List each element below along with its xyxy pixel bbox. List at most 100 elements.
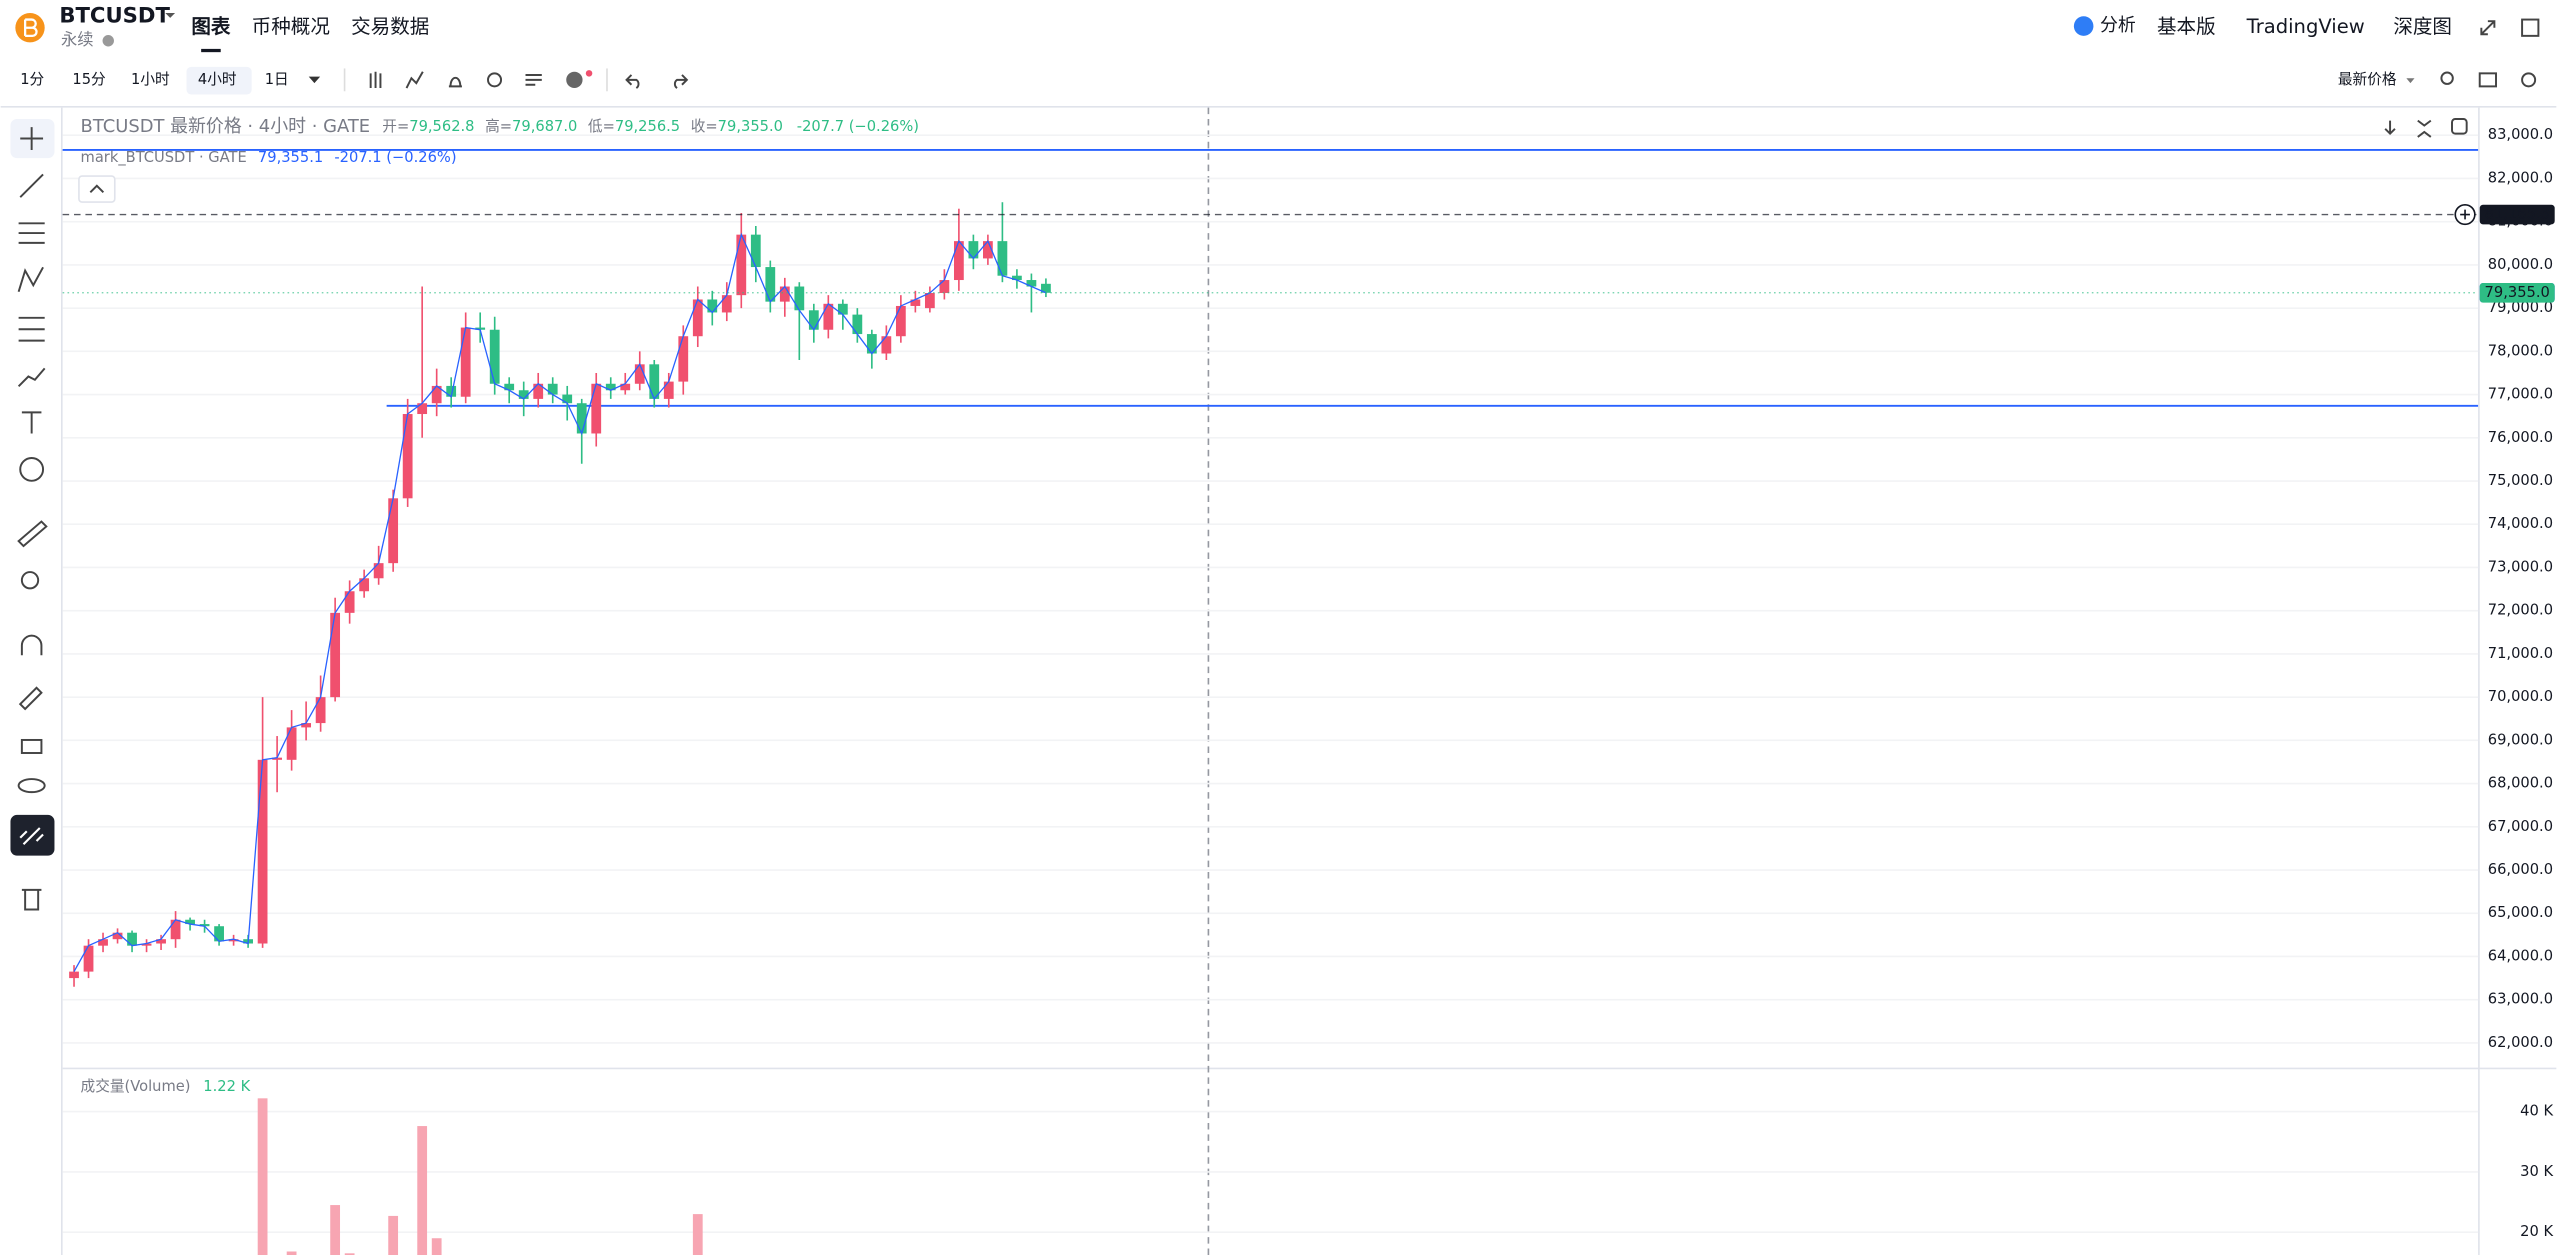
interval[interactable]: 1分 — [20, 71, 44, 88]
volume-bar — [330, 1205, 341, 1255]
analysis-icon — [2073, 16, 2094, 36]
header-link[interactable]: 基本版 — [2157, 15, 2216, 38]
candle-body — [895, 305, 906, 337]
candle-body — [489, 329, 500, 384]
collapse-button[interactable] — [78, 175, 116, 203]
candle-body — [591, 383, 602, 434]
pane-down-icon[interactable] — [2384, 120, 2396, 136]
price-label-bg — [2479, 204, 2555, 225]
candle-body — [808, 310, 819, 330]
candle-body — [446, 385, 457, 397]
visibility-tool[interactable] — [17, 778, 46, 794]
symbol[interactable]: BTCUSDT — [59, 2, 170, 27]
lock-tool[interactable] — [20, 738, 43, 754]
volume-legend: 成交量(Volume) 1.22 K — [81, 1077, 251, 1095]
y-tick-label: 62,000.0 — [2488, 1034, 2553, 1051]
tab[interactable]: 图表 — [191, 15, 231, 38]
crosshair-add-icon — [2460, 209, 2470, 220]
plot — [62, 148, 2479, 1255]
magnet-tool[interactable] — [20, 634, 43, 656]
emoji-tool[interactable] — [19, 457, 45, 482]
interval[interactable]: 1日 — [265, 71, 289, 88]
y-tick-label: 65,000.0 — [2488, 904, 2553, 921]
interval-active-bg — [186, 66, 252, 95]
candle-body — [605, 383, 616, 391]
symbol-dropdown[interactable] — [165, 13, 176, 18]
replay-icon[interactable] — [487, 72, 503, 88]
delete-tool[interactable] — [21, 888, 42, 911]
legend-label: 开= — [382, 118, 409, 135]
volume-bar — [417, 1126, 428, 1255]
price-label-bg — [2479, 283, 2555, 303]
candle-body — [518, 390, 529, 399]
price-type[interactable]: 最新价格 — [2338, 71, 2397, 88]
candle-body — [823, 303, 834, 330]
y-tick-label: 83,000.0 — [2488, 126, 2553, 143]
candle-body — [170, 919, 181, 940]
redo-icon[interactable] — [673, 74, 689, 89]
trendline-tool[interactable] — [19, 173, 44, 198]
pattern-tool[interactable] — [17, 266, 44, 293]
header-link[interactable]: 分析 — [2100, 15, 2136, 36]
header-link[interactable]: TradingView — [2246, 15, 2365, 38]
candle-body — [620, 383, 631, 391]
fib-tool[interactable] — [18, 222, 45, 244]
candle-body — [417, 403, 428, 415]
candle-body — [286, 727, 297, 760]
interval[interactable]: 4小时 — [198, 71, 237, 88]
settings-icon[interactable] — [2521, 72, 2537, 88]
candle-body — [794, 286, 805, 311]
y-tick-label: 40 K — [2520, 1103, 2553, 1120]
candle-body — [504, 383, 515, 391]
candle-body — [939, 280, 950, 294]
prediction-tool[interactable] — [18, 316, 45, 342]
candle-body — [359, 578, 370, 592]
alert-icon[interactable] — [448, 76, 462, 88]
candle-type-icon[interactable] — [369, 71, 382, 89]
interval[interactable]: 15分 — [72, 71, 106, 88]
indicator-icon[interactable] — [405, 71, 424, 89]
candle-body — [866, 334, 877, 354]
candle-body — [533, 383, 544, 399]
candle-body — [692, 299, 703, 337]
candle-body — [315, 697, 326, 724]
link-tool[interactable] — [19, 827, 44, 846]
fullscreen-icon[interactable] — [2521, 18, 2540, 37]
brush-tool[interactable] — [17, 367, 46, 387]
search-icon[interactable] — [2440, 71, 2454, 85]
camera-icon[interactable] — [2478, 72, 2497, 88]
y-tick-label: 30 K — [2520, 1163, 2553, 1180]
info-icon[interactable] — [102, 35, 114, 47]
crosshair-tool[interactable] — [20, 127, 44, 150]
volume-bar — [257, 1098, 268, 1255]
candle-body — [576, 403, 587, 434]
mark-change: -207.1 (−0.26%) — [334, 149, 456, 166]
header-link[interactable]: 深度图 — [2393, 15, 2452, 38]
candle-body — [678, 336, 689, 382]
template-icon[interactable] — [525, 73, 542, 86]
candle-body — [475, 327, 486, 330]
interval[interactable]: 1小时 — [131, 71, 170, 88]
plugin-icon[interactable] — [566, 71, 583, 89]
lock-draw-tool[interactable] — [18, 686, 43, 711]
candle-body — [1041, 283, 1051, 293]
zoom-tool[interactable] — [20, 571, 40, 590]
tab[interactable]: 币种概况 — [252, 15, 330, 38]
undo-icon[interactable] — [625, 74, 640, 89]
legend-value: 79,355.0 — [718, 118, 783, 135]
pane-maximize-icon[interactable] — [2417, 119, 2432, 138]
candle-body — [910, 299, 921, 306]
y-tick-label: 76,000.0 — [2488, 429, 2553, 446]
tab[interactable]: 交易数据 — [351, 15, 429, 38]
price-type-dropdown[interactable] — [2406, 78, 2415, 84]
text-tool[interactable] — [21, 411, 42, 434]
y-tick-label: 66,000.0 — [2488, 861, 2553, 878]
legend-label: 收= — [691, 118, 718, 135]
ruler-tool[interactable] — [17, 520, 48, 548]
pane-restore-icon[interactable] — [2451, 118, 2468, 135]
interval-dropdown[interactable] — [308, 76, 321, 84]
expand-icon[interactable] — [2480, 20, 2496, 36]
candle-body — [953, 241, 964, 281]
candle-body — [141, 943, 152, 946]
